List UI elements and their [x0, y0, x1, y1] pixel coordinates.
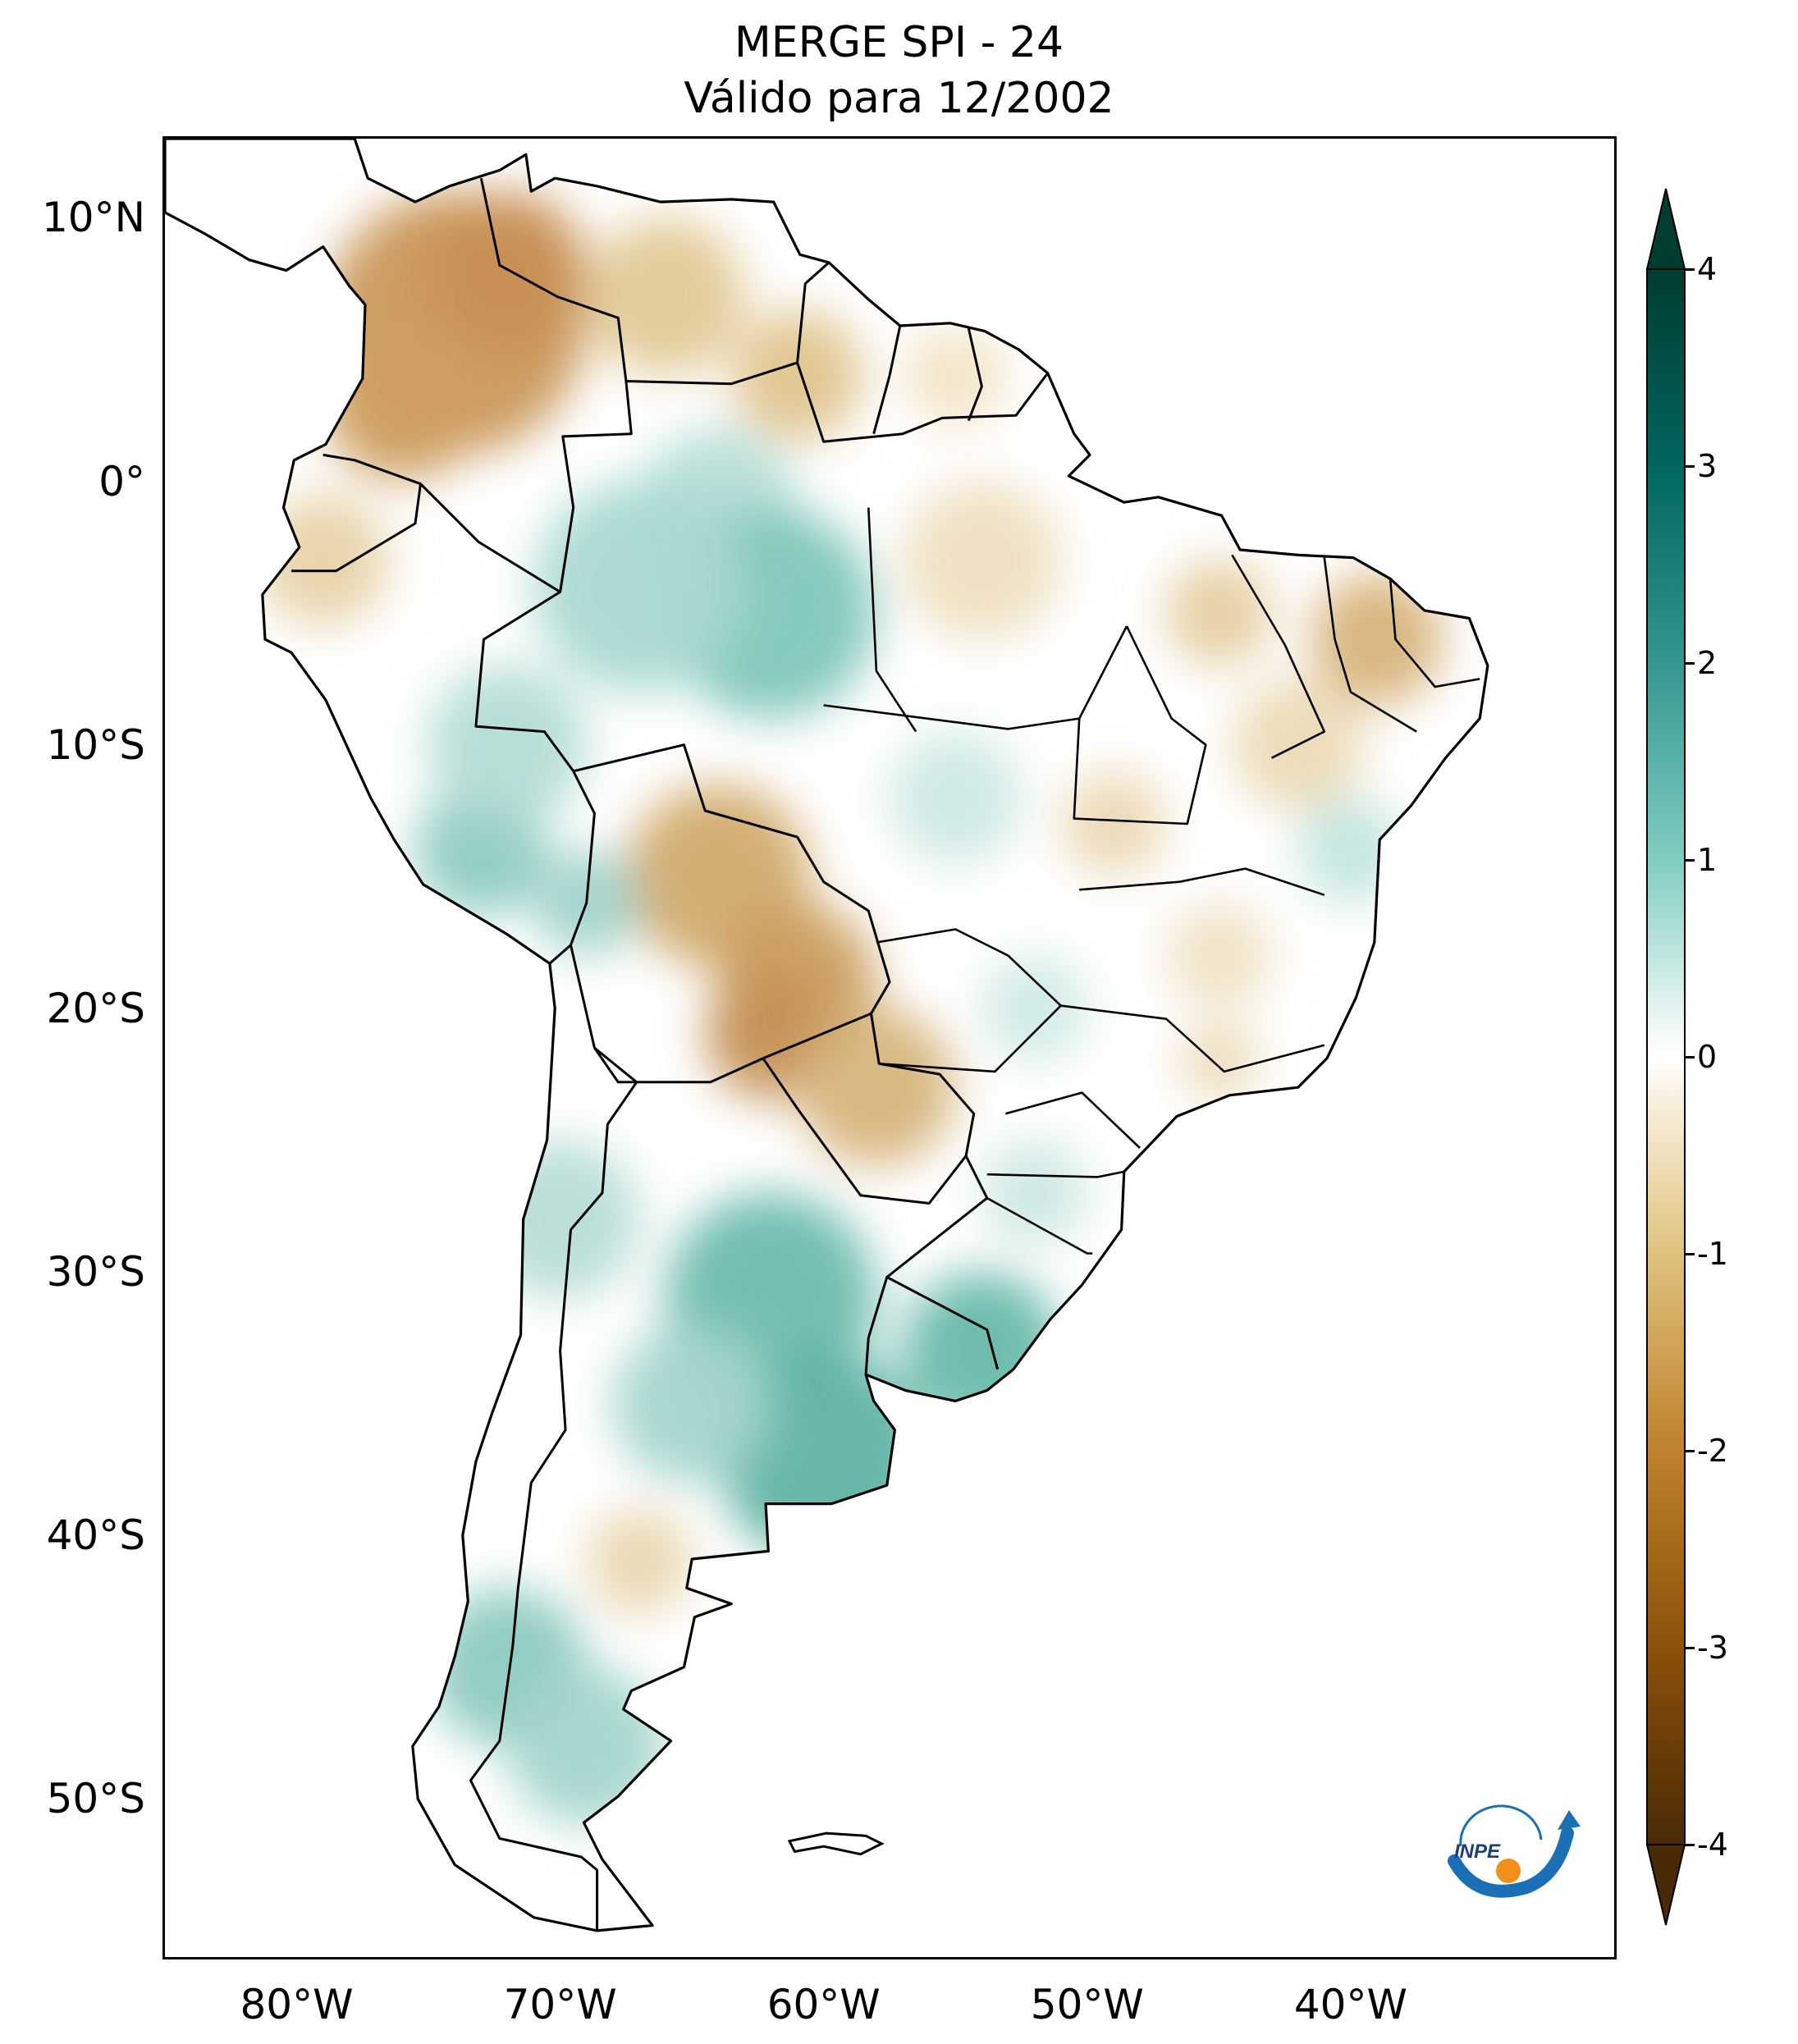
colorbar-tick-mark	[1685, 858, 1695, 862]
map-panel	[162, 136, 1617, 1959]
inpe-logo-text: INPE	[1454, 1841, 1501, 1863]
colorbar-tick-label: 2	[1697, 645, 1718, 681]
longitude-tick-label: 50°W	[1030, 1981, 1144, 2028]
colorbar-tick-mark	[1685, 661, 1695, 665]
state-border-line	[986, 1170, 1125, 1178]
colorbar-tick-label: -4	[1697, 1827, 1728, 1863]
country-border-line	[872, 325, 902, 435]
colorbar-tick-mark	[1685, 464, 1695, 468]
map-subtitle: Válido para 12/2002	[684, 74, 1114, 123]
state-border-line	[1007, 954, 1325, 1073]
colorbar-tick-label: -3	[1697, 1630, 1728, 1666]
latitude-tick-label: 20°S	[46, 984, 145, 1032]
colorbar-tick-mark	[1685, 1646, 1695, 1649]
coastline	[165, 139, 1489, 1932]
country-border-line	[291, 453, 422, 573]
state-border-line	[879, 1004, 1062, 1073]
state-border-line	[1323, 557, 1417, 733]
state-border-line	[876, 928, 1009, 957]
state-border-line	[1231, 554, 1326, 759]
colorbar-tick-label: 0	[1697, 1039, 1718, 1075]
latitude-tick-label: 30°S	[46, 1247, 145, 1296]
colorbar-tick-mark	[1685, 1055, 1695, 1059]
country-border-line	[469, 1046, 638, 1931]
country-border-line	[796, 362, 1049, 443]
colorbar-tick-label: 4	[1697, 251, 1718, 287]
country-border-line	[967, 327, 983, 422]
inpe-logo: INPE	[1448, 1804, 1581, 1898]
islands	[787, 1831, 885, 1856]
state-border-line	[867, 507, 917, 733]
latitude-tick-label: 40°S	[46, 1511, 145, 1560]
colorbar-tick-label: 1	[1697, 842, 1718, 878]
longitude-tick-label: 80°W	[240, 1981, 354, 2028]
longitude-tick-label: 40°W	[1293, 1981, 1407, 2028]
latitude-tick-label: 50°S	[46, 1775, 145, 1823]
latitude-tick-label: 0°	[98, 457, 145, 505]
map-title: MERGE SPI - 24	[734, 18, 1064, 67]
latitude-tick-label: 10°N	[41, 194, 145, 242]
country-border-line	[570, 743, 891, 1084]
state-border-line	[1004, 1091, 1141, 1149]
longitude-tick-label: 70°W	[503, 1981, 617, 2028]
colorbar-tick-mark	[1685, 1449, 1695, 1452]
latitude-tick-label: 10°S	[46, 720, 145, 769]
colorbar-tick-mark	[1685, 1252, 1695, 1255]
colorbar-tick-label: -2	[1697, 1433, 1728, 1469]
state-border-line	[1389, 578, 1480, 688]
state-border-line	[1073, 625, 1207, 825]
colorbar	[1645, 188, 1686, 1926]
country-border-line	[419, 482, 596, 965]
country-borders	[291, 177, 1480, 1931]
falkland-islands	[787, 1831, 885, 1856]
map-canvas	[165, 139, 1489, 1932]
state-border-line	[1079, 867, 1325, 896]
longitude-tick-label: 60°W	[766, 1981, 881, 2028]
spi-field	[165, 139, 1488, 1931]
state-border-line	[823, 625, 1128, 730]
colorbar-tick-label: 3	[1697, 448, 1718, 484]
colorbar-tick-mark	[1685, 268, 1695, 271]
state-border-line	[986, 1196, 1093, 1255]
colorbar-tick-label: -1	[1697, 1236, 1728, 1272]
colorbar-tick-mark	[1685, 1843, 1695, 1846]
